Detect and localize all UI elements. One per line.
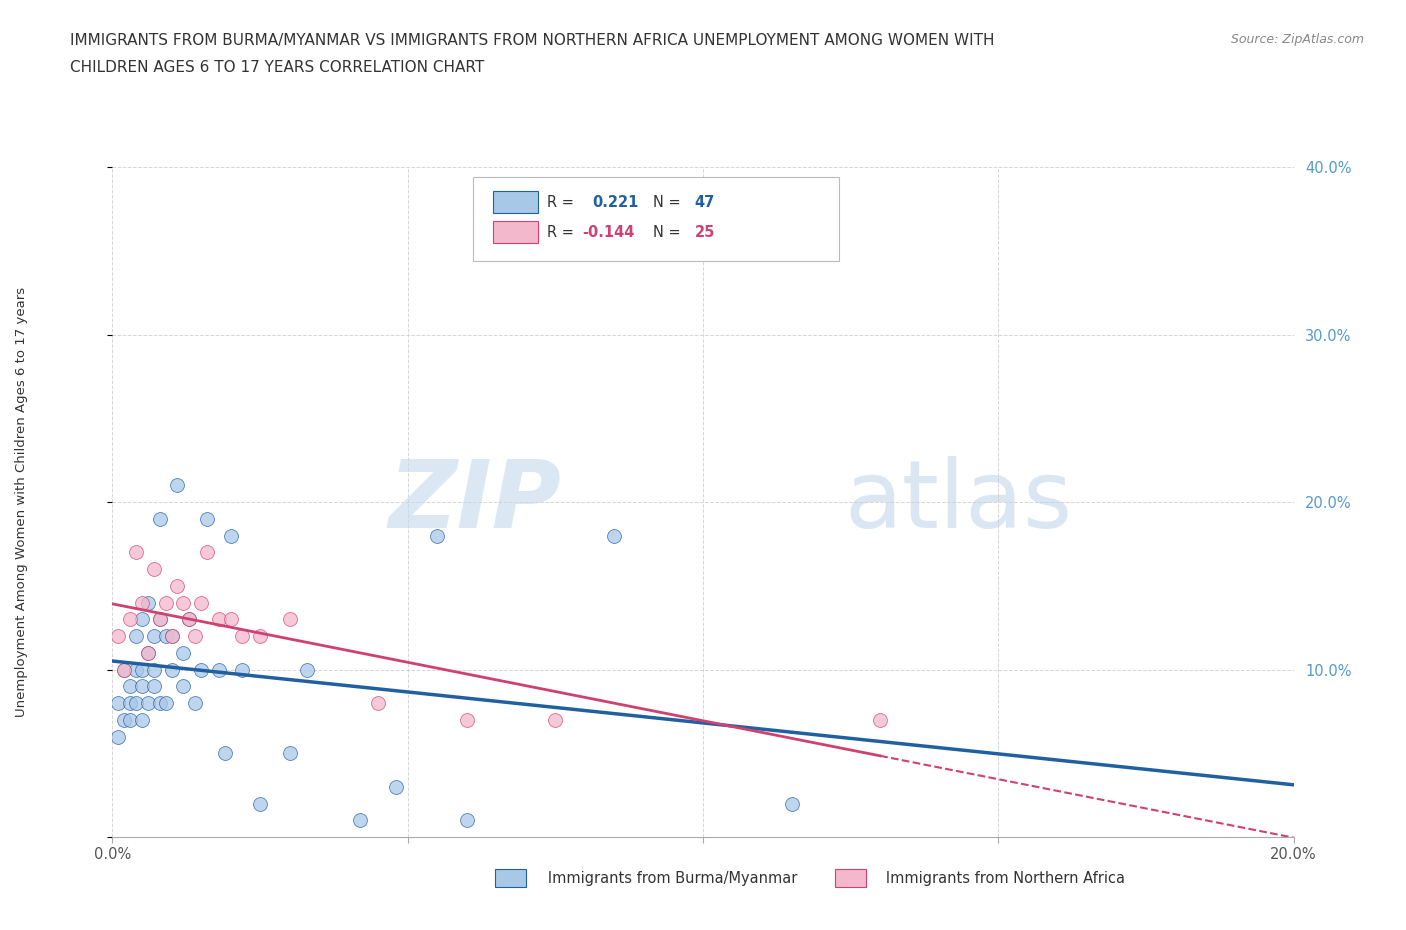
Point — [190, 595, 212, 610]
Point — [184, 696, 207, 711]
Point — [219, 612, 242, 627]
Point — [195, 512, 218, 526]
Point — [190, 662, 212, 677]
Point — [172, 595, 194, 610]
Point — [155, 595, 177, 610]
Point — [166, 478, 188, 493]
Point — [160, 629, 183, 644]
Text: -0.144: -0.144 — [582, 225, 636, 240]
Point — [142, 662, 165, 677]
Point — [297, 662, 319, 677]
Point — [125, 662, 148, 677]
Point — [456, 813, 478, 828]
Point — [125, 696, 148, 711]
Point — [107, 729, 129, 744]
Text: ZIP: ZIP — [388, 457, 561, 548]
Point — [249, 629, 271, 644]
Point — [120, 696, 142, 711]
Text: R =: R = — [547, 194, 579, 210]
Point — [131, 595, 153, 610]
Point — [172, 679, 194, 694]
Point — [136, 595, 159, 610]
Point — [367, 696, 389, 711]
Point — [603, 528, 626, 543]
Text: 47: 47 — [695, 194, 716, 210]
Text: 0.221: 0.221 — [592, 194, 638, 210]
FancyBboxPatch shape — [492, 191, 537, 213]
Point — [112, 712, 135, 727]
Point — [179, 612, 201, 627]
Point — [219, 528, 242, 543]
Point — [172, 645, 194, 660]
Point — [155, 629, 177, 644]
Point — [131, 612, 153, 627]
Point — [278, 746, 301, 761]
Point — [125, 545, 148, 560]
Point — [278, 612, 301, 627]
Point — [208, 662, 231, 677]
Point — [208, 612, 231, 627]
Point — [869, 712, 891, 727]
Point — [780, 796, 803, 811]
Point — [136, 645, 159, 660]
Point — [125, 629, 148, 644]
Point — [214, 746, 236, 761]
FancyBboxPatch shape — [492, 221, 537, 243]
FancyBboxPatch shape — [472, 178, 839, 261]
Point — [107, 629, 129, 644]
Text: Immigrants from Burma/Myanmar: Immigrants from Burma/Myanmar — [534, 871, 797, 886]
Point — [160, 662, 183, 677]
Text: CHILDREN AGES 6 TO 17 YEARS CORRELATION CHART: CHILDREN AGES 6 TO 17 YEARS CORRELATION … — [70, 60, 485, 75]
Point — [149, 696, 172, 711]
Point — [456, 712, 478, 727]
Text: Unemployment Among Women with Children Ages 6 to 17 years: Unemployment Among Women with Children A… — [14, 287, 28, 717]
Point — [166, 578, 188, 593]
Text: R =: R = — [547, 225, 579, 240]
Point — [149, 512, 172, 526]
Text: Source: ZipAtlas.com: Source: ZipAtlas.com — [1230, 33, 1364, 46]
Point — [142, 562, 165, 577]
Point — [120, 612, 142, 627]
Point — [120, 712, 142, 727]
Point — [385, 779, 408, 794]
Text: atlas: atlas — [845, 457, 1073, 548]
Text: IMMIGRANTS FROM BURMA/MYANMAR VS IMMIGRANTS FROM NORTHERN AFRICA UNEMPLOYMENT AM: IMMIGRANTS FROM BURMA/MYANMAR VS IMMIGRA… — [70, 33, 995, 47]
Point — [112, 662, 135, 677]
Point — [195, 545, 218, 560]
FancyBboxPatch shape — [495, 869, 526, 887]
Point — [131, 712, 153, 727]
Point — [179, 612, 201, 627]
Point — [349, 813, 371, 828]
Point — [120, 679, 142, 694]
Point — [136, 645, 159, 660]
Point — [249, 796, 271, 811]
Point — [107, 696, 129, 711]
Point — [112, 662, 135, 677]
Point — [136, 696, 159, 711]
Text: Immigrants from Northern Africa: Immigrants from Northern Africa — [872, 871, 1125, 886]
Point — [149, 612, 172, 627]
Point — [131, 662, 153, 677]
Point — [160, 629, 183, 644]
Point — [231, 629, 253, 644]
Text: N =: N = — [654, 194, 686, 210]
Point — [142, 679, 165, 694]
Point — [131, 679, 153, 694]
Point — [426, 528, 449, 543]
Point — [544, 712, 567, 727]
Point — [149, 612, 172, 627]
Text: 25: 25 — [695, 225, 716, 240]
Text: N =: N = — [654, 225, 686, 240]
Point — [142, 629, 165, 644]
FancyBboxPatch shape — [835, 869, 866, 887]
Point — [155, 696, 177, 711]
Point — [231, 662, 253, 677]
Point — [184, 629, 207, 644]
